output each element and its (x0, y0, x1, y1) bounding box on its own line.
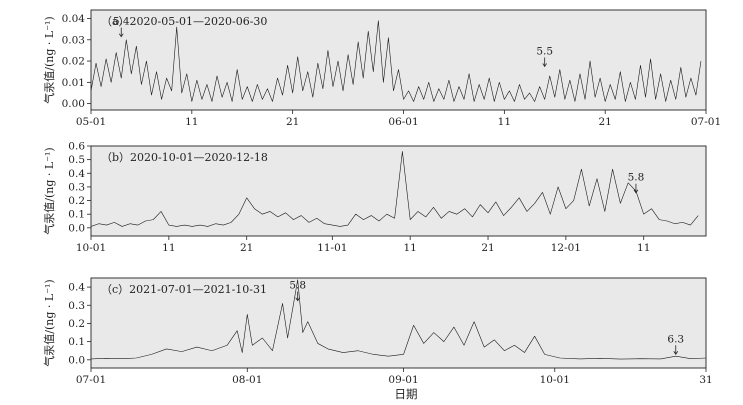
x-tick-label: 21 (240, 242, 253, 254)
series-line-1 (90, 151, 699, 227)
annotation-arrow (542, 57, 548, 68)
series-line-1 (90, 279, 707, 360)
panel-3: 0.0 0.1 0.2 0.3 0.4 07-01 08-01 09-01 10-01 31 （c）… (42, 277, 713, 386)
y-tick-label: 0.0 (68, 222, 85, 234)
panel-title: （c）2021-07-01—2021-10-31 (101, 283, 267, 296)
y-tick-label: 0.00 (62, 98, 85, 110)
annotation-arrow (633, 183, 639, 194)
x-tick-label: 08-01 (232, 374, 262, 386)
annotation-label: 5.8 (289, 280, 306, 292)
figure-x-axis-label: 日期 (395, 387, 418, 401)
x-tick-label: 06-01 (388, 116, 418, 128)
plot-frame (90, 277, 707, 369)
y-tick-label: 0.2 (68, 318, 85, 330)
x-tick-label: 31 (699, 374, 712, 386)
annotation-label: 6.3 (667, 333, 684, 345)
plot-area (91, 278, 706, 368)
y-axis-label: 气汞值/(ng · L⁻¹) (42, 147, 56, 234)
x-tick-label: 12-01 (551, 242, 581, 254)
y-tick-label: 0.0 (68, 354, 85, 366)
x-tick-label: 11 (162, 242, 175, 254)
panel-title: （a）2020-05-01—2020-06-30 (101, 15, 267, 28)
y-tick-label: 0.6 (68, 141, 85, 153)
panel-title: （b）2020-10-01—2020-12-18 (101, 151, 268, 164)
x-tick-label: 10-01 (76, 242, 106, 254)
y-tick-label: 0.5 (68, 154, 85, 166)
series-line-1 (90, 20, 702, 102)
panel-2: 0.00.1 0.2 0.30.4 0.50.6 10-01 11 21 11-01 11 21 1… (42, 141, 707, 254)
panel-1: 0.00 0.01 0.02 0.03 0.04 05-01 11 21 06-01 11 21 07… (42, 9, 721, 128)
annotation-arrow (295, 291, 301, 302)
x-tick-label: 11 (185, 116, 198, 128)
x-tick-label: 10-01 (540, 374, 570, 386)
annotation-label: 5.4 (113, 16, 130, 28)
x-tick-label: 07-01 (76, 374, 106, 386)
y-tick-label: 0.3 (68, 300, 85, 312)
x-tick-label: 11 (403, 242, 416, 254)
y-tick-label: 0.03 (62, 34, 85, 46)
x-tick-label: 21 (598, 116, 611, 128)
x-tick-label: 11 (498, 116, 511, 128)
y-tick-label: 0.1 (68, 209, 85, 221)
plot-frame (90, 9, 707, 111)
y-tick-label: 0.3 (68, 181, 85, 193)
x-tick-label: 09-01 (388, 374, 418, 386)
y-tick-label: 0.4 (68, 168, 85, 180)
y-tick-label: 0.01 (62, 77, 85, 89)
y-axis-label: 气汞值/(ng · L⁻¹) (42, 16, 56, 103)
y-axis-label: 气汞值/(ng · L⁻¹) (42, 279, 56, 366)
y-tick-label: 0.04 (62, 13, 86, 25)
x-tick-label: 07-01 (691, 116, 721, 128)
y-tick-label: 0.02 (62, 56, 85, 68)
annotation-label: 5.5 (536, 45, 553, 57)
plot-frame (90, 145, 707, 237)
plot-area (91, 146, 706, 236)
y-tick-label: 0.1 (68, 336, 85, 348)
annotation-arrow (118, 27, 124, 38)
x-tick-label: 11-01 (317, 242, 347, 254)
y-tick-label: 0.4 (68, 282, 85, 294)
y-tick-label: 0.2 (68, 195, 85, 207)
x-tick-label: 21 (286, 116, 299, 128)
annotation-arrow (673, 345, 679, 355)
annotation-label: 5.8 (628, 172, 645, 184)
x-tick-label: 21 (481, 242, 494, 254)
x-tick-label: 11 (637, 242, 650, 254)
x-tick-label: 05-01 (76, 116, 106, 128)
